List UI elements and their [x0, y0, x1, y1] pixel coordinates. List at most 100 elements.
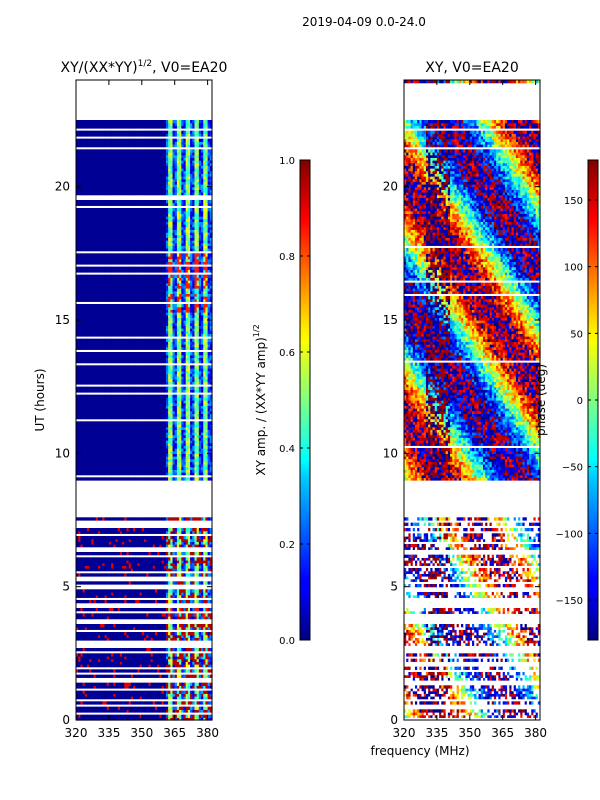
- amplitude-heatmap-cell: [111, 437, 114, 441]
- amplitude-heatmap-cell: [100, 685, 103, 689]
- amplitude-heatmap-cell: [154, 528, 158, 532]
- amplitude-heatmap-cell: [163, 682, 167, 686]
- amplitude-heatmap-cell: [150, 682, 154, 686]
- amplitude-heatmap-cell: [198, 653, 202, 657]
- amplitude-heatmap-cell: [102, 581, 106, 585]
- amplitude-heatmap-cell: [183, 634, 187, 638]
- amplitude-heatmap-cell: [117, 613, 121, 617]
- amplitude-heatmap-cell: [119, 616, 123, 620]
- amplitude-heatmap-cell: [174, 560, 178, 564]
- amplitude-heatmap-cell: [119, 445, 123, 449]
- amplitude-heatmap-cell: [170, 437, 174, 441]
- amplitude-heatmap-cell: [86, 714, 90, 718]
- amplitude-heatmap-cell: [97, 432, 101, 436]
- amplitude-heatmap-cell: [119, 592, 123, 596]
- amplitude-heatmap-cell: [205, 693, 209, 697]
- amplitude-heatmap-cell: [76, 709, 79, 713]
- amplitude-heatmap-cell: [176, 696, 180, 700]
- amplitude-heatmap-cell: [181, 434, 185, 438]
- amplitude-heatmap-cell: [190, 594, 193, 598]
- amplitude-heatmap-cell: [205, 461, 209, 465]
- amplitude-heatmap-cell: [174, 573, 178, 577]
- amplitude-heatmap-cell: [115, 634, 119, 638]
- amplitude-heatmap-cell: [174, 637, 178, 641]
- amplitude-heatmap-cell: [122, 544, 125, 548]
- amplitude-heatmap-cell: [192, 538, 196, 542]
- amplitude-heatmap-cell: [144, 658, 147, 662]
- amplitude-heatmap-cell: [181, 637, 185, 641]
- amplitude-heatmap-cell: [78, 669, 81, 673]
- amplitude-heatmap-cell: [196, 664, 200, 668]
- amplitude-heatmap-cell: [97, 626, 101, 630]
- amplitude-heatmap-cell: [95, 456, 99, 460]
- amplitude-heatmap-cell: [97, 656, 101, 660]
- amplitude-heatmap-cell: [183, 693, 187, 697]
- amplitude-heatmap-cell: [176, 658, 180, 662]
- amplitude-heatmap-cell: [170, 656, 174, 660]
- amplitude-heatmap-cell: [196, 589, 200, 593]
- amplitude-heatmap-cell: [163, 453, 167, 457]
- amplitude-heatmap-cell: [194, 714, 198, 718]
- amplitude-heatmap-cell: [106, 669, 110, 673]
- amplitude-heatmap-cell: [181, 624, 185, 628]
- amplitude-heatmap-cell: [126, 717, 130, 721]
- amplitude-heatmap-cell: [172, 517, 176, 521]
- amplitude-heatmap-cell: [179, 568, 182, 572]
- amplitude-heatmap-cell: [141, 528, 145, 532]
- amplitude-heatmap-cell: [91, 714, 95, 718]
- amplitude-heatmap-cell: [168, 464, 171, 468]
- amplitude-heatmap-cell: [113, 557, 117, 561]
- amplitude-heatmap-cell: [194, 709, 198, 713]
- amplitude-heatmap-cell: [126, 477, 130, 481]
- amplitude-heatmap-cell: [141, 544, 145, 548]
- amplitude-heatmap-cell: [144, 528, 147, 532]
- amplitude-heatmap-cell: [139, 469, 143, 473]
- amplitude-heatmap-cell: [179, 661, 182, 665]
- amplitude-heatmap-cell: [196, 592, 200, 596]
- amplitude-heatmap-cell: [185, 477, 189, 481]
- amplitude-heatmap-cell: [165, 544, 169, 548]
- amplitude-heatmap-cell: [201, 669, 204, 673]
- amplitude-heatmap-cell: [113, 565, 117, 569]
- amplitude-heatmap-cell: [141, 445, 145, 449]
- amplitude-heatmap-cell: [205, 637, 209, 641]
- amplitude-heatmap-cell: [95, 453, 99, 457]
- amplitude-heatmap-cell: [187, 450, 191, 454]
- amplitude-heatmap-cell: [163, 434, 167, 438]
- amplitude-heatmap-cell: [201, 624, 204, 628]
- amplitude-heatmap-cell: [181, 573, 185, 577]
- amplitude-heatmap-cell: [196, 477, 200, 481]
- amplitude-heatmap-cell: [194, 538, 198, 542]
- amplitude-heatmap-cell: [82, 661, 86, 665]
- amplitude-heatmap-cell: [86, 690, 90, 694]
- amplitude-heatmap-cell: [117, 714, 121, 718]
- amplitude-heatmap-cell: [86, 696, 90, 700]
- amplitude-heatmap-cell: [190, 445, 193, 449]
- amplitude-heatmap-cell: [91, 453, 95, 457]
- amplitude-heatmap-cell: [163, 661, 167, 665]
- amplitude-heatmap-cell: [84, 674, 88, 678]
- amplitude-heatmap-cell: [170, 440, 174, 444]
- amplitude-heatmap-cell: [194, 458, 198, 462]
- amplitude-heatmap-cell: [133, 573, 136, 577]
- amplitude-heatmap-cell: [100, 541, 103, 545]
- amplitude-heatmap-cell: [113, 613, 117, 617]
- amplitude-heatmap-cell: [170, 453, 174, 457]
- amplitude-heatmap-cell: [130, 661, 134, 665]
- amplitude-heatmap-cell: [141, 634, 145, 638]
- amplitude-heatmap-cell: [183, 608, 187, 612]
- amplitude-heatmap-cell: [144, 464, 147, 468]
- amplitude-heatmap-cell: [124, 552, 128, 556]
- amplitude-heatmap-cell: [185, 706, 189, 710]
- amplitude-heatmap-cell: [203, 437, 207, 441]
- amplitude-heatmap-cell: [192, 701, 196, 705]
- amplitude-heatmap-cell: [163, 530, 167, 534]
- amplitude-heatmap-cell: [144, 477, 147, 481]
- amplitude-heatmap-cell: [192, 674, 196, 678]
- amplitude-heatmap-cell: [203, 581, 207, 585]
- amplitude-heatmap-cell: [104, 717, 108, 721]
- amplitude-heatmap-cell: [113, 530, 117, 534]
- amplitude-heatmap-cell: [201, 600, 204, 604]
- amplitude-heatmap-cell: [76, 648, 79, 652]
- amplitude-heatmap-cell: [108, 573, 112, 577]
